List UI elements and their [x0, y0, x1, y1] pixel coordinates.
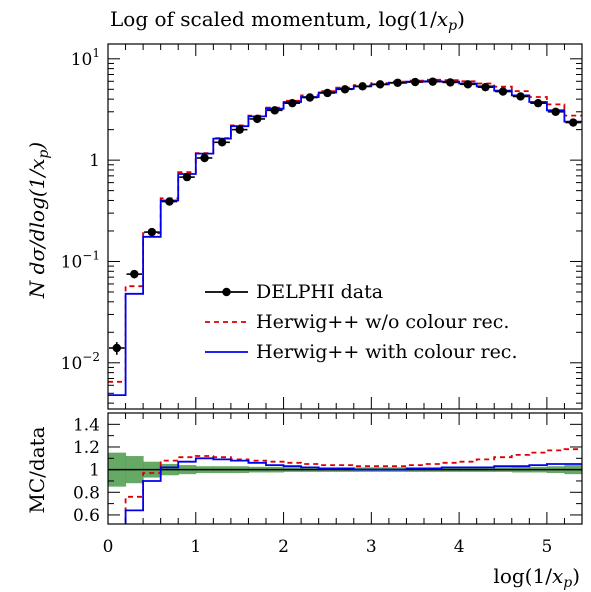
- x-tick-label: 4: [454, 537, 465, 557]
- series-1-histogram: [108, 78, 582, 383]
- data-point: [358, 82, 367, 91]
- data-point: [569, 118, 578, 127]
- data-point: [253, 114, 262, 124]
- y-tick-label: 101: [71, 46, 100, 70]
- chart-title: Log of scaled momentum, log(1/xp): [110, 7, 465, 34]
- x-tick-label: 3: [366, 537, 377, 557]
- ratio-y-tick-label: 0.8: [73, 483, 100, 503]
- ratio-y-tick-label: 1.4: [73, 415, 100, 435]
- data-point: [340, 85, 350, 94]
- data-point: [147, 227, 157, 237]
- main-plot-panel: 10−2 10−1 1 101: [61, 43, 583, 410]
- data-point: [130, 269, 139, 279]
- main-y-axis-label: N dσ/dlog(1/xp): [25, 142, 52, 299]
- x-tick-label: 2: [278, 537, 289, 557]
- data-point: [533, 98, 543, 108]
- ratio-y-axis-label: MC/data: [25, 426, 49, 513]
- data-point: [428, 77, 437, 86]
- legend-label: Herwig++ with colour rec.: [256, 341, 518, 363]
- ratio-y-tick-label: 1: [89, 461, 100, 481]
- legend-label: DELPHI data: [256, 281, 383, 303]
- data-point: [375, 80, 385, 89]
- x-tick-label: 1: [190, 537, 201, 557]
- ratio-series-1: [124, 457, 582, 524]
- ratio-y-tick-label: 0.6: [73, 506, 100, 526]
- data-point: [446, 78, 455, 87]
- y-tick-label: 10−1: [61, 248, 100, 272]
- data-point: [551, 107, 560, 116]
- ratio-y-tick-label: 1.2: [73, 438, 100, 458]
- x-axis-label: log(1/xp): [493, 564, 580, 591]
- main-plot-frame: [107, 43, 583, 410]
- data-point: [270, 106, 279, 115]
- x-tick-label: 5: [541, 537, 552, 557]
- x-tick-label: 0: [103, 537, 114, 557]
- data-point: [498, 87, 508, 96]
- data-point: [182, 172, 192, 182]
- data-point: [463, 80, 473, 89]
- data-point: [411, 77, 420, 87]
- data-point: [323, 88, 332, 98]
- data-point: [481, 82, 490, 92]
- data-point: [305, 93, 315, 102]
- data-point: [288, 98, 297, 108]
- ratio-plot-frame: [107, 412, 583, 525]
- y-tick-label: 1: [89, 151, 100, 171]
- data-point: [200, 153, 209, 163]
- legend: DELPHI data Herwig++ w/o colour rec. Herwi…: [205, 281, 518, 363]
- data-point: [393, 78, 402, 87]
- data-point: [235, 125, 244, 134]
- data-point: [112, 343, 121, 353]
- legend-marker: [222, 287, 231, 297]
- data-point: [165, 197, 174, 206]
- y-tick-label: 10−2: [61, 350, 100, 374]
- legend-label: Herwig++ w/o colour rec.: [256, 311, 509, 333]
- data-point: [217, 138, 227, 147]
- data-point: [516, 92, 525, 101]
